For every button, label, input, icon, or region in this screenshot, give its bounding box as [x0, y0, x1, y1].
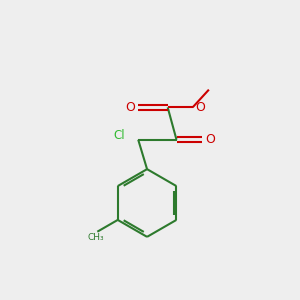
Text: O: O — [205, 133, 215, 146]
Text: Cl: Cl — [113, 129, 125, 142]
Text: CH₃: CH₃ — [88, 233, 104, 242]
Text: O: O — [125, 101, 135, 114]
Text: O: O — [196, 101, 206, 114]
